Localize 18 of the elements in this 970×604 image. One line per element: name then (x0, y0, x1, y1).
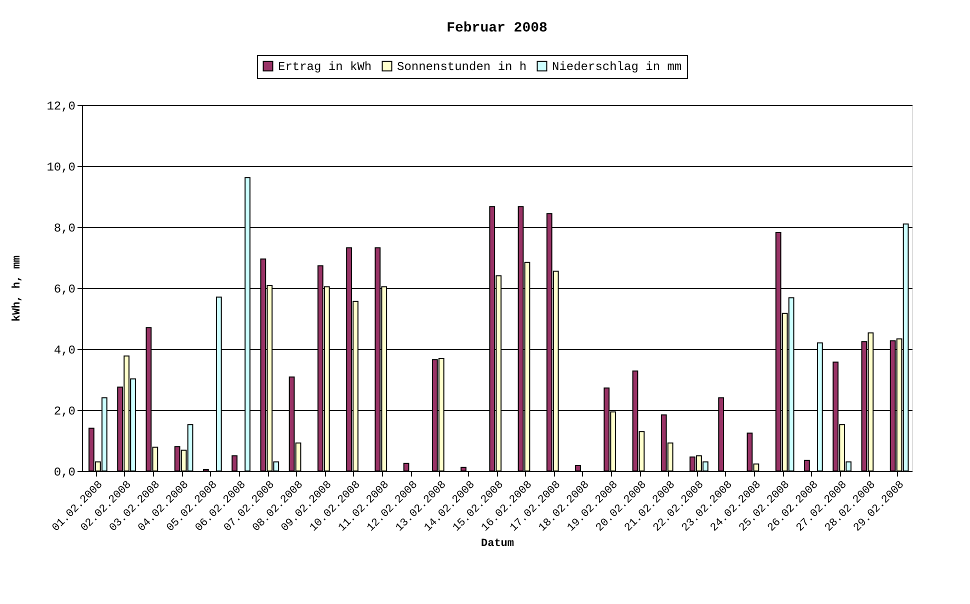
y-tick-label: 10,0 (46, 160, 76, 174)
y-tick-label: 6,0 (54, 282, 76, 296)
x-axis-title: Datum (480, 538, 514, 550)
y-axis-title: kWh, h, mm (12, 255, 24, 322)
chart-title: Februar 2008 (446, 20, 548, 36)
legend-label: Sonnenstunden in h (397, 60, 527, 74)
bar (460, 466, 466, 472)
bar (232, 455, 238, 472)
y-tick-label: 12,0 (46, 100, 76, 114)
bar (575, 465, 581, 472)
bar (804, 460, 810, 472)
legend-label: Ertrag in kWh (278, 60, 372, 74)
y-tick-label: 0,0 (54, 466, 76, 480)
y-tick-label: 4,0 (54, 344, 76, 358)
bar (403, 462, 410, 472)
y-tick-label: 2,0 (54, 404, 76, 418)
legend-label: Niederschlag in mm (552, 60, 682, 74)
y-tick-label: 8,0 (54, 222, 76, 236)
